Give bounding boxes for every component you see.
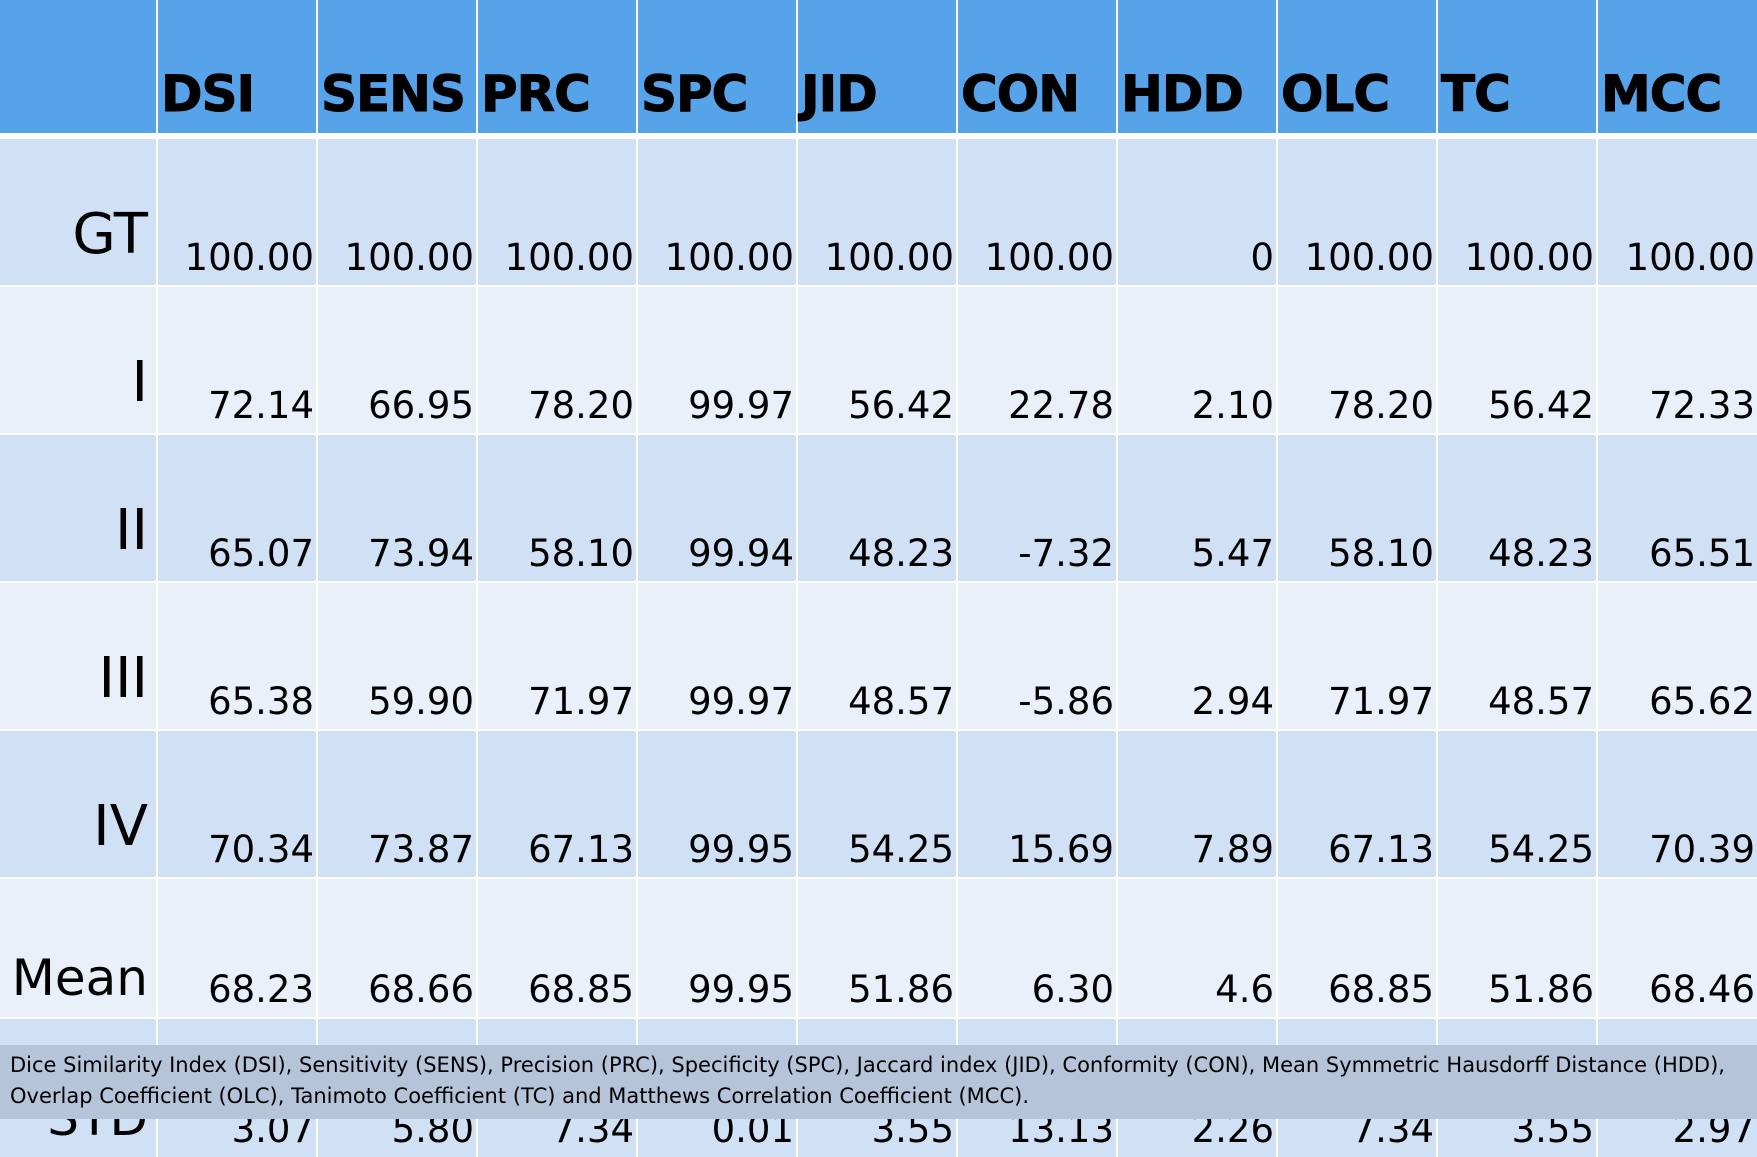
table-cell: 73.94: [316, 433, 477, 582]
header-row: DSI SENS PRC SPC JID CON HDD OLC TC MCC: [0, 0, 1757, 139]
table-cell: 2.94: [1116, 581, 1277, 730]
table-cell: 99.97: [636, 285, 797, 434]
table-cell: 100.00: [476, 135, 637, 286]
table-cell: 48.57: [796, 581, 957, 730]
table-cell: 99.95: [636, 729, 797, 878]
table-cell: 70.39: [1596, 729, 1757, 878]
table-cell: 51.86: [796, 877, 957, 1018]
table-cell: 15.69: [956, 729, 1117, 878]
table-cell: 58.10: [1276, 433, 1437, 582]
table-cell: 0: [1116, 135, 1277, 286]
table-cell: 59.90: [316, 581, 477, 730]
table-cell: 68.85: [476, 877, 637, 1018]
table-cell: 66.95: [316, 285, 477, 434]
table-cell: 72.33: [1596, 285, 1757, 434]
row-label: IV: [0, 729, 157, 878]
table-cell: 100.00: [1276, 135, 1437, 286]
table-cell: 56.42: [796, 285, 957, 434]
table-cell: 48.57: [1436, 581, 1597, 730]
column-header: TC: [1436, 0, 1597, 139]
table-row: II 65.07 73.94 58.10 99.94 48.23 -7.32 5…: [0, 433, 1757, 582]
corner-header-cell: [0, 0, 157, 139]
table-cell: 65.38: [156, 581, 317, 730]
table-cell: 65.07: [156, 433, 317, 582]
table-cell: -7.32: [956, 433, 1117, 582]
table-cell: 100.00: [156, 135, 317, 286]
table-cell: 99.94: [636, 433, 797, 582]
row-label: III: [0, 581, 157, 730]
table-row: GT 100.00 100.00 100.00 100.00 100.00 10…: [0, 135, 1757, 286]
footnote-line: Dice Similarity Index (DSI), Sensitivity…: [10, 1053, 1725, 1077]
table-cell: 22.78: [956, 285, 1117, 434]
table-cell: 65.51: [1596, 433, 1757, 582]
table-cell: 7.89: [1116, 729, 1277, 878]
table-cell: 67.13: [1276, 729, 1437, 878]
table-cell: 68.46: [1596, 877, 1757, 1018]
column-header: HDD: [1116, 0, 1277, 139]
table-cell: 99.97: [636, 581, 797, 730]
table-cell: 100.00: [636, 135, 797, 286]
table-cell: 100.00: [796, 135, 957, 286]
table-cell: 56.42: [1436, 285, 1597, 434]
table-cell: -5.86: [956, 581, 1117, 730]
table-cell: 54.25: [1436, 729, 1597, 878]
table-cell: 70.34: [156, 729, 317, 878]
column-header: SENS: [316, 0, 477, 139]
table-cell: 4.6: [1116, 877, 1277, 1018]
table-cell: 67.13: [476, 729, 637, 878]
table-cell: 54.25: [796, 729, 957, 878]
column-header: PRC: [476, 0, 637, 139]
table-cell: 99.95: [636, 877, 797, 1018]
table-cell: 68.85: [1276, 877, 1437, 1018]
table-cell: 72.14: [156, 285, 317, 434]
column-header: SPC: [636, 0, 797, 139]
table-row: III 65.38 59.90 71.97 99.97 48.57 -5.86 …: [0, 581, 1757, 730]
table-cell: 58.10: [476, 433, 637, 582]
table-cell: 73.87: [316, 729, 477, 878]
table-cell: 6.30: [956, 877, 1117, 1018]
column-header: DSI: [156, 0, 317, 139]
table-cell: 100.00: [316, 135, 477, 286]
table-cell: 2.10: [1116, 285, 1277, 434]
table-cell: 100.00: [956, 135, 1117, 286]
table-cell: 100.00: [1596, 135, 1757, 286]
table-cell: 100.00: [1436, 135, 1597, 286]
row-label: GT: [0, 135, 157, 286]
row-label: II: [0, 433, 157, 582]
table-cell: 51.86: [1436, 877, 1597, 1018]
table-row: IV 70.34 73.87 67.13 99.95 54.25 15.69 7…: [0, 729, 1757, 878]
table-cell: 71.97: [476, 581, 637, 730]
table-cell: 48.23: [796, 433, 957, 582]
column-header: OLC: [1276, 0, 1437, 139]
table-cell: 5.47: [1116, 433, 1277, 582]
column-header: JID: [796, 0, 957, 139]
table-cell: 68.66: [316, 877, 477, 1018]
table-cell: 78.20: [476, 285, 637, 434]
row-label: I: [0, 285, 157, 434]
table-cell: 68.23: [156, 877, 317, 1018]
footnote-line: Overlap Coefficient (OLC), Tanimoto Coef…: [10, 1084, 1029, 1108]
table-cell: 78.20: [1276, 285, 1437, 434]
row-label: Mean: [0, 877, 157, 1018]
column-header: MCC: [1596, 0, 1757, 139]
table-cell: 48.23: [1436, 433, 1597, 582]
table-cell: 71.97: [1276, 581, 1437, 730]
table-cell: 65.62: [1596, 581, 1757, 730]
metrics-footnote: Dice Similarity Index (DSI), Sensitivity…: [0, 1045, 1757, 1119]
table-row: Mean 68.23 68.66 68.85 99.95 51.86 6.30 …: [0, 877, 1757, 1018]
column-header: CON: [956, 0, 1117, 139]
table-row: I 72.14 66.95 78.20 99.97 56.42 22.78 2.…: [0, 285, 1757, 434]
